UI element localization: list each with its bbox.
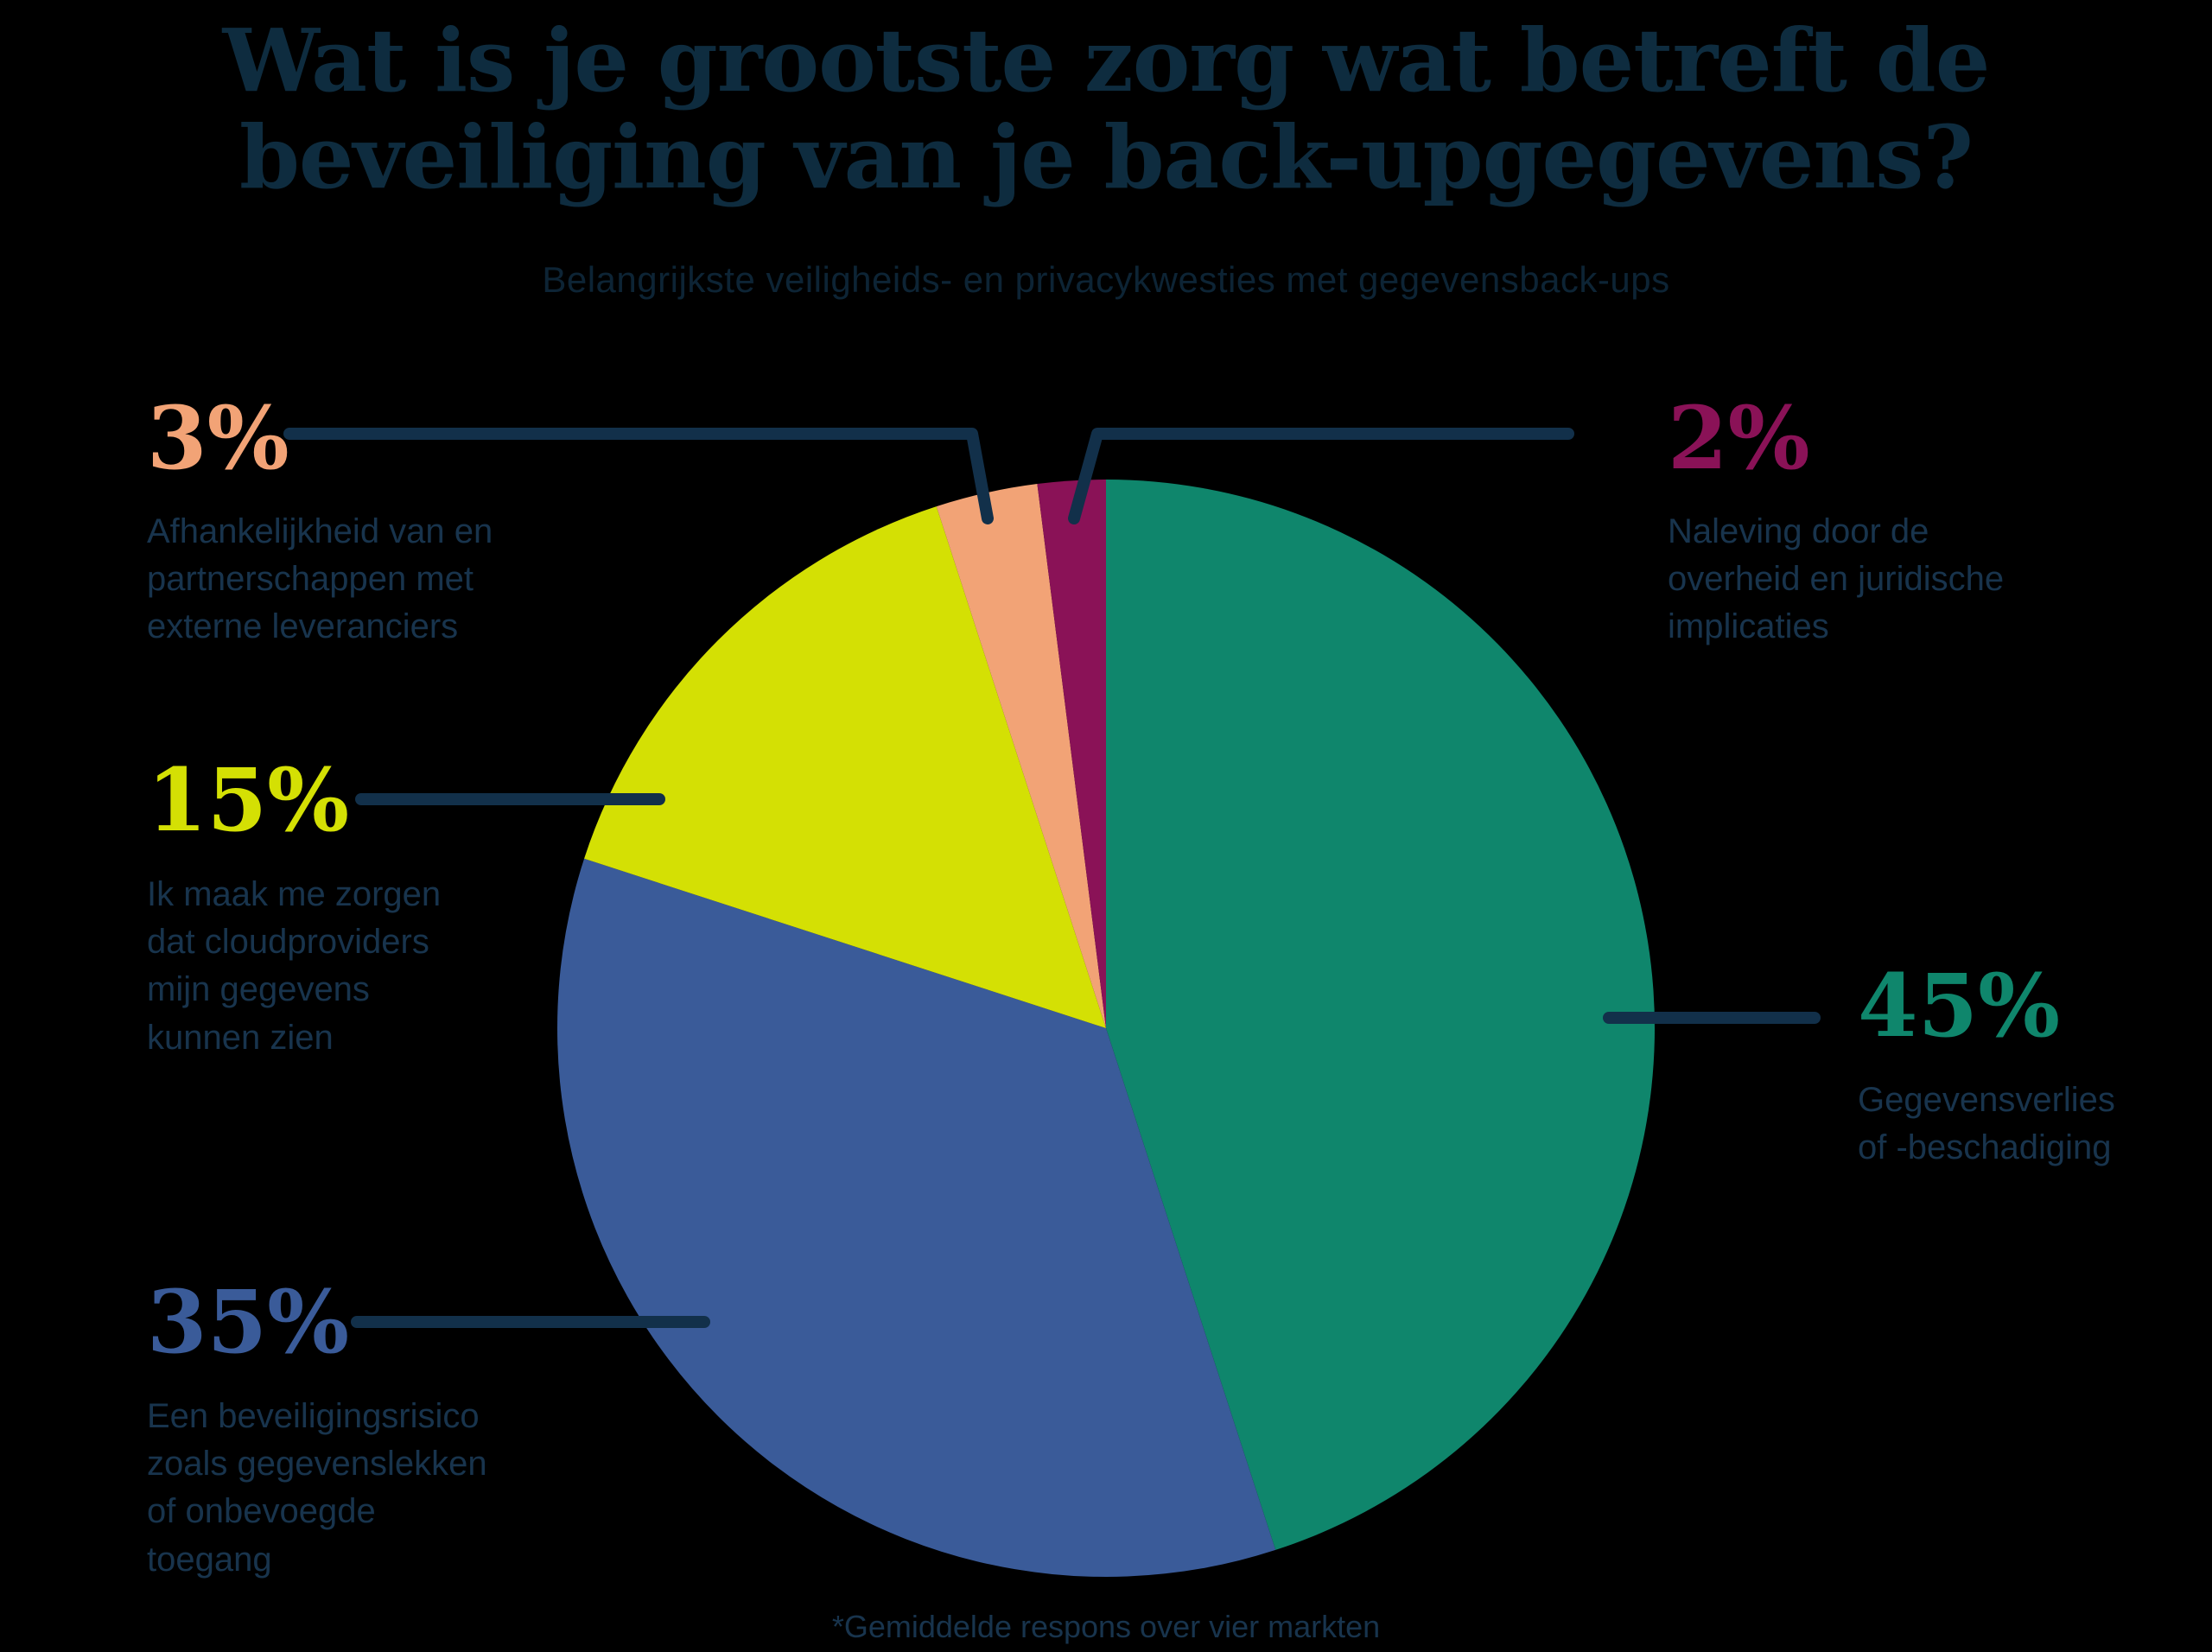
pie-slice-2%: [1037, 480, 1106, 1028]
pie-slice-15%: [584, 506, 1106, 1028]
chart-title: Wat is je grootste zorg wat betreft de b…: [222, 10, 1991, 208]
pie-slice-3%: [936, 484, 1106, 1028]
callout-2pct-value: 2%: [1668, 387, 1810, 489]
callout-15pct-value: 15%: [147, 749, 350, 851]
callout-45pct-value: 45%: [1858, 955, 2061, 1057]
callout-35pct-value: 35%: [147, 1271, 350, 1373]
callout-15pct-label: Ik maak me zorgen dat cloudproviders mij…: [147, 875, 442, 1057]
footnote: *Gemiddelde respons over vier markten: [831, 1609, 1381, 1644]
pie-slices-group: [556, 480, 1656, 1578]
leader-line-3pct: [283, 428, 994, 524]
leader-line-2pct: [1068, 428, 1574, 524]
chart-subtitle: Belangrijkste veiligheids- en privacykwe…: [542, 259, 1670, 300]
callout-2pct-label: Naleving door de overheid en juridische …: [1668, 512, 2005, 646]
callout-45pct-label: Gegevensverlies of -beschadiging: [1858, 1081, 2115, 1167]
callout-3pct-value: 3%: [147, 387, 289, 489]
pie-slice-45%: [1106, 480, 1656, 1550]
callout-35pct-label: Een beveiligingsrisico zoals gegevenslek…: [147, 1397, 487, 1579]
callout-3pct-label: Afhankelijkheid van en partnerschappen m…: [147, 512, 493, 646]
pie-slice-35%: [556, 858, 1276, 1578]
